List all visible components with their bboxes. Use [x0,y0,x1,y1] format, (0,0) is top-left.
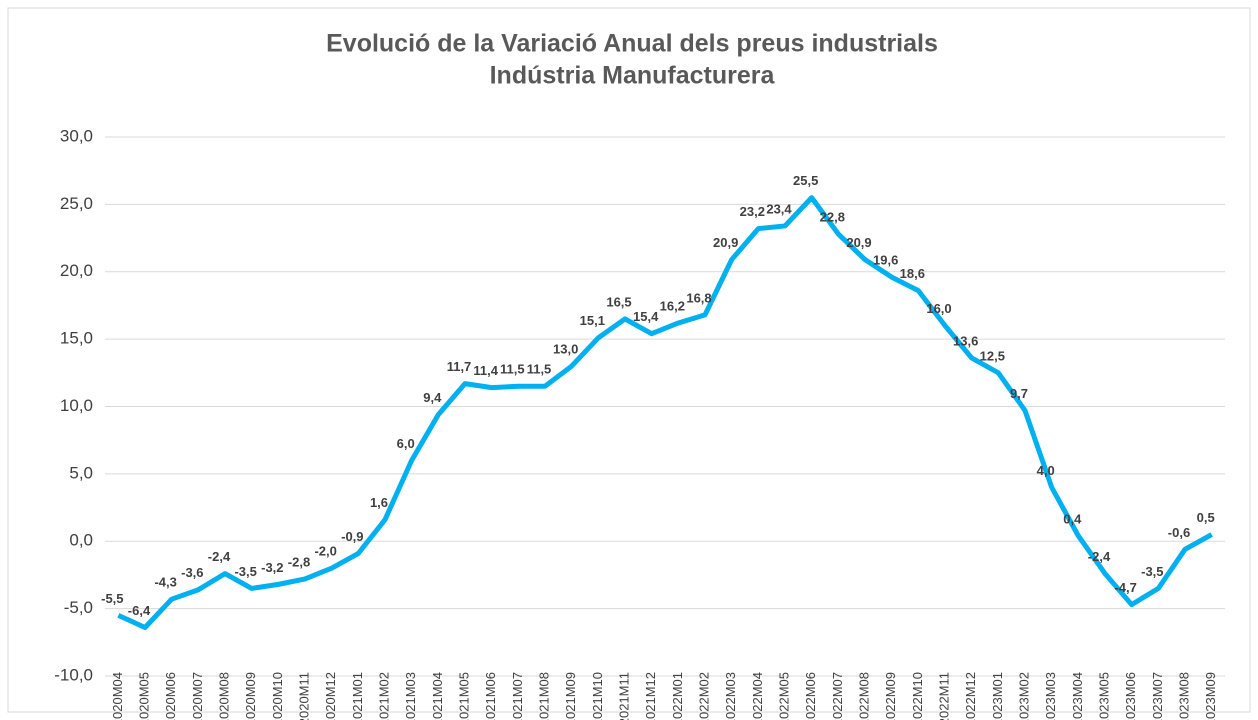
data-label: 15,4 [633,309,659,324]
x-tick-label: 2020M04 [110,672,125,720]
x-tick-label: 2021M12 [643,672,658,720]
x-tick-label: 2021M01 [350,672,365,720]
data-label: 13,6 [953,333,978,348]
data-label: 9,4 [423,390,442,405]
data-label: -2,4 [1088,549,1111,564]
data-label: -3,6 [181,565,203,580]
data-label: 0,4 [1063,511,1082,526]
data-label: 25,5 [793,173,818,188]
x-tick-label: 2020M08 [216,672,231,720]
x-tick-label: 2022M12 [963,672,978,720]
y-tick-label: 20,0 [60,261,93,280]
x-tick-label: 2021M11 [616,672,631,720]
data-label: 9,7 [1010,386,1028,401]
data-label: 23,4 [766,201,792,216]
data-label: 16,0 [926,301,951,316]
x-tick-label: 2023M01 [990,672,1005,720]
x-tick-label: 2022M06 [803,672,818,720]
x-tick-label: 2021M05 [456,672,471,720]
data-label: 20,9 [713,235,738,250]
data-label: -2,4 [208,549,231,564]
x-tick-label: 2021M06 [483,672,498,720]
data-label: 15,1 [580,313,605,328]
x-tick-label: 2021M02 [376,672,391,720]
x-tick-label: 2020M10 [270,672,285,720]
y-tick-label: 5,0 [69,463,93,482]
x-tick-label: 2021M07 [510,672,525,720]
x-tick-label: 2023M08 [1176,672,1191,720]
x-tick-label: 2021M04 [430,672,445,720]
x-tick-label: 2023M06 [1123,672,1138,720]
data-label: 11,5 [500,362,525,377]
data-label: -0,9 [341,529,363,544]
x-tick-label: 2022M11 [936,672,951,720]
x-tick-label: 2023M02 [1016,672,1031,720]
y-tick-label: 25,0 [60,194,93,213]
x-tick-label: 2020M07 [190,672,205,720]
data-label: 13,0 [553,342,578,357]
y-tick-label: 0,0 [69,531,93,550]
x-tick-label: 2020M12 [323,672,338,720]
data-label: 19,6 [873,253,898,268]
x-tick-label: 2021M10 [590,672,605,720]
data-label: -2,8 [288,554,310,569]
x-tick-label: 2023M09 [1203,672,1218,720]
data-label: 11,7 [447,359,472,374]
data-label: 12,5 [980,348,1005,363]
x-tick-label: 2022M02 [696,672,711,720]
x-tick-label: 2021M03 [403,672,418,720]
x-tick-label: 2023M05 [1096,672,1111,720]
x-tick-label: 2022M09 [883,672,898,720]
x-tick-label: 2022M05 [776,672,791,720]
x-tick-label: 2020M06 [163,672,178,720]
y-tick-label: 15,0 [60,329,93,348]
data-label: 22,8 [820,209,845,224]
data-label: 20,9 [846,235,871,250]
chart-title: Evolució de la Variació Anual dels preus… [326,30,938,58]
data-label: 23,2 [740,204,765,219]
x-tick-label: 2023M07 [1150,672,1165,720]
data-label: -3,2 [261,560,283,575]
y-tick-label: -5,0 [64,598,93,617]
data-label: -2,0 [314,544,336,559]
data-label: -3,5 [234,564,256,579]
data-label: 6,0 [397,436,415,451]
x-tick-label: 2023M03 [1043,672,1058,720]
x-tick-label: 2022M01 [670,672,685,720]
x-tick-label: 2022M04 [750,672,765,720]
x-tick-label: 2022M03 [723,672,738,720]
data-label: -5,5 [101,591,123,606]
data-label: -6,4 [128,603,151,618]
data-label: 16,8 [686,290,711,305]
y-tick-label: -10,0 [54,665,93,684]
x-tick-label: 2020M05 [136,672,151,720]
y-tick-label: 10,0 [60,396,93,415]
chart-subtitle: Indústria Manufacturera [490,62,776,90]
x-tick-label: 2020M11 [296,672,311,720]
x-tick-label: 2023M04 [1070,672,1085,720]
x-tick-label: 2021M09 [563,672,578,720]
x-tick-label: 2022M07 [830,672,845,720]
data-label: -4,7 [1114,580,1136,595]
chart-border [7,7,1251,713]
x-tick-label: 2020M09 [243,672,258,720]
data-label: 18,6 [900,266,925,281]
data-label: 16,5 [606,294,631,309]
data-label: -4,3 [154,575,176,590]
x-tick-label: 2022M08 [856,672,871,720]
data-label: 11,4 [473,363,498,378]
data-label: 1,6 [370,495,388,510]
data-label: 11,5 [527,362,552,377]
x-tick-label: 2021M08 [536,672,551,720]
data-label: 4,0 [1037,463,1055,478]
y-tick-label: 30,0 [60,126,93,145]
data-label: 16,2 [660,298,685,313]
x-tick-label: 2022M10 [910,672,925,720]
data-label: -0,6 [1168,525,1190,540]
data-label: -3,5 [1141,564,1163,579]
series-line [117,195,1213,630]
data-label: 0,5 [1197,510,1215,525]
